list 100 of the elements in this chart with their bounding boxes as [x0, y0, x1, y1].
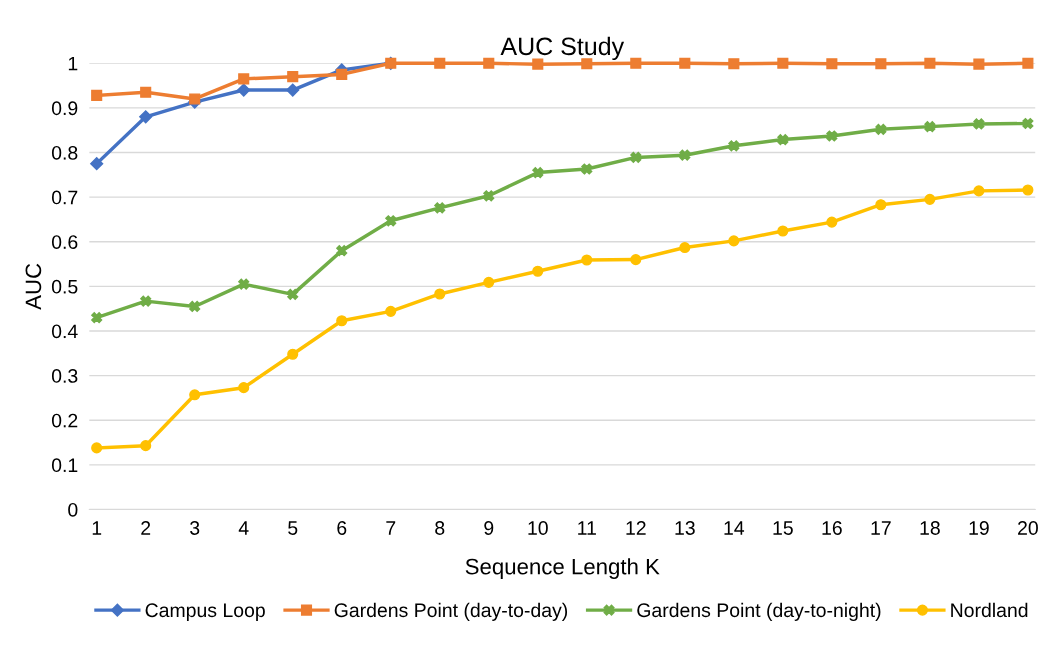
y-tick-label: 1 [68, 56, 78, 71]
point [91, 89, 103, 101]
point [924, 57, 936, 69]
point [336, 315, 348, 327]
chart-title: AUC Study [500, 36, 625, 61]
point [728, 58, 740, 70]
point [679, 57, 691, 69]
point [728, 140, 740, 152]
point [237, 83, 251, 97]
x-tick-label: 7 [386, 521, 396, 535]
point [973, 185, 985, 197]
point [189, 300, 201, 313]
point [826, 216, 838, 228]
point [434, 57, 446, 69]
point [826, 58, 838, 70]
point [238, 382, 250, 394]
legend-label: Campus Loop [145, 603, 265, 621]
x-tick-label: 12 [626, 521, 646, 535]
x-tick-label: 9 [484, 521, 494, 535]
x-tick-label: 4 [238, 521, 249, 535]
x-tick-label: 18 [920, 521, 940, 535]
y-tick-label: 0.7 [51, 190, 78, 205]
x-tick-label: 3 [190, 521, 200, 535]
point [973, 58, 985, 70]
y-tick-label: 0 [68, 502, 78, 517]
point [336, 245, 348, 257]
point [777, 57, 789, 69]
x-tick-label: 5 [288, 521, 298, 535]
point [90, 157, 104, 171]
point [189, 389, 201, 401]
point [385, 305, 397, 317]
x-tick-label: 8 [435, 521, 445, 535]
point [287, 348, 299, 360]
point [924, 121, 936, 133]
x-axis-title: Sequence Length K [465, 558, 660, 579]
point [483, 57, 495, 69]
point [238, 73, 250, 85]
x-tick-label: 11 [578, 521, 596, 535]
x-tick-label: 20 [1018, 521, 1038, 535]
y-tick-label: 0.3 [51, 369, 78, 383]
point [238, 278, 250, 290]
point [287, 71, 299, 83]
point [875, 123, 887, 135]
y-tick-label: 0.6 [51, 235, 78, 249]
x-tick-label: 16 [822, 521, 842, 535]
point [826, 130, 838, 142]
y-tick-label: 0.2 [51, 413, 78, 428]
point [434, 288, 446, 300]
x-tick-label: 19 [969, 521, 989, 535]
point [1022, 184, 1034, 196]
point [336, 68, 348, 80]
point [483, 190, 495, 202]
y-tick-label: 0.8 [51, 145, 78, 160]
point [532, 167, 544, 179]
point [679, 149, 691, 161]
legend-label: Gardens Point (day-to-day) [334, 602, 568, 621]
y-tick-label: 0.9 [51, 101, 78, 116]
point [286, 83, 300, 97]
point [777, 225, 789, 237]
legend-label: Nordland [951, 602, 1028, 618]
point [140, 440, 152, 452]
x-tick-label: 1 [92, 521, 102, 535]
point [91, 442, 103, 454]
point [483, 276, 495, 288]
x-tick-label: 6 [337, 521, 347, 535]
point [630, 254, 642, 266]
y-tick-label: 0.5 [51, 279, 78, 294]
point [875, 58, 887, 70]
point [728, 235, 740, 247]
point [434, 202, 446, 214]
point [581, 163, 593, 175]
point [287, 288, 299, 300]
x-tick-label: 15 [773, 521, 793, 535]
point [630, 151, 642, 163]
y-tick-label: 0.1 [51, 458, 78, 473]
x-tick-label: 10 [528, 521, 548, 535]
point [140, 86, 152, 98]
point [924, 193, 936, 205]
y-axis-title: AUC [25, 263, 42, 310]
legend-label: Gardens Point (day-to-night) [637, 602, 881, 621]
point [189, 93, 201, 105]
point [140, 295, 152, 307]
point [679, 242, 691, 254]
point [973, 118, 985, 130]
point [581, 254, 593, 266]
x-tick-label: 14 [724, 521, 745, 535]
point [91, 312, 103, 324]
point [532, 58, 544, 70]
point [630, 57, 642, 69]
point [875, 199, 887, 211]
x-tick-label: 2 [141, 521, 151, 535]
point [1022, 117, 1034, 130]
point [532, 265, 544, 277]
point [385, 215, 397, 227]
point [777, 134, 789, 146]
point [1022, 57, 1034, 69]
y-tick-label: 0.4 [51, 324, 78, 339]
x-tick-label: 13 [675, 521, 695, 535]
x-tick-label: 17 [871, 521, 891, 535]
point [139, 110, 153, 124]
